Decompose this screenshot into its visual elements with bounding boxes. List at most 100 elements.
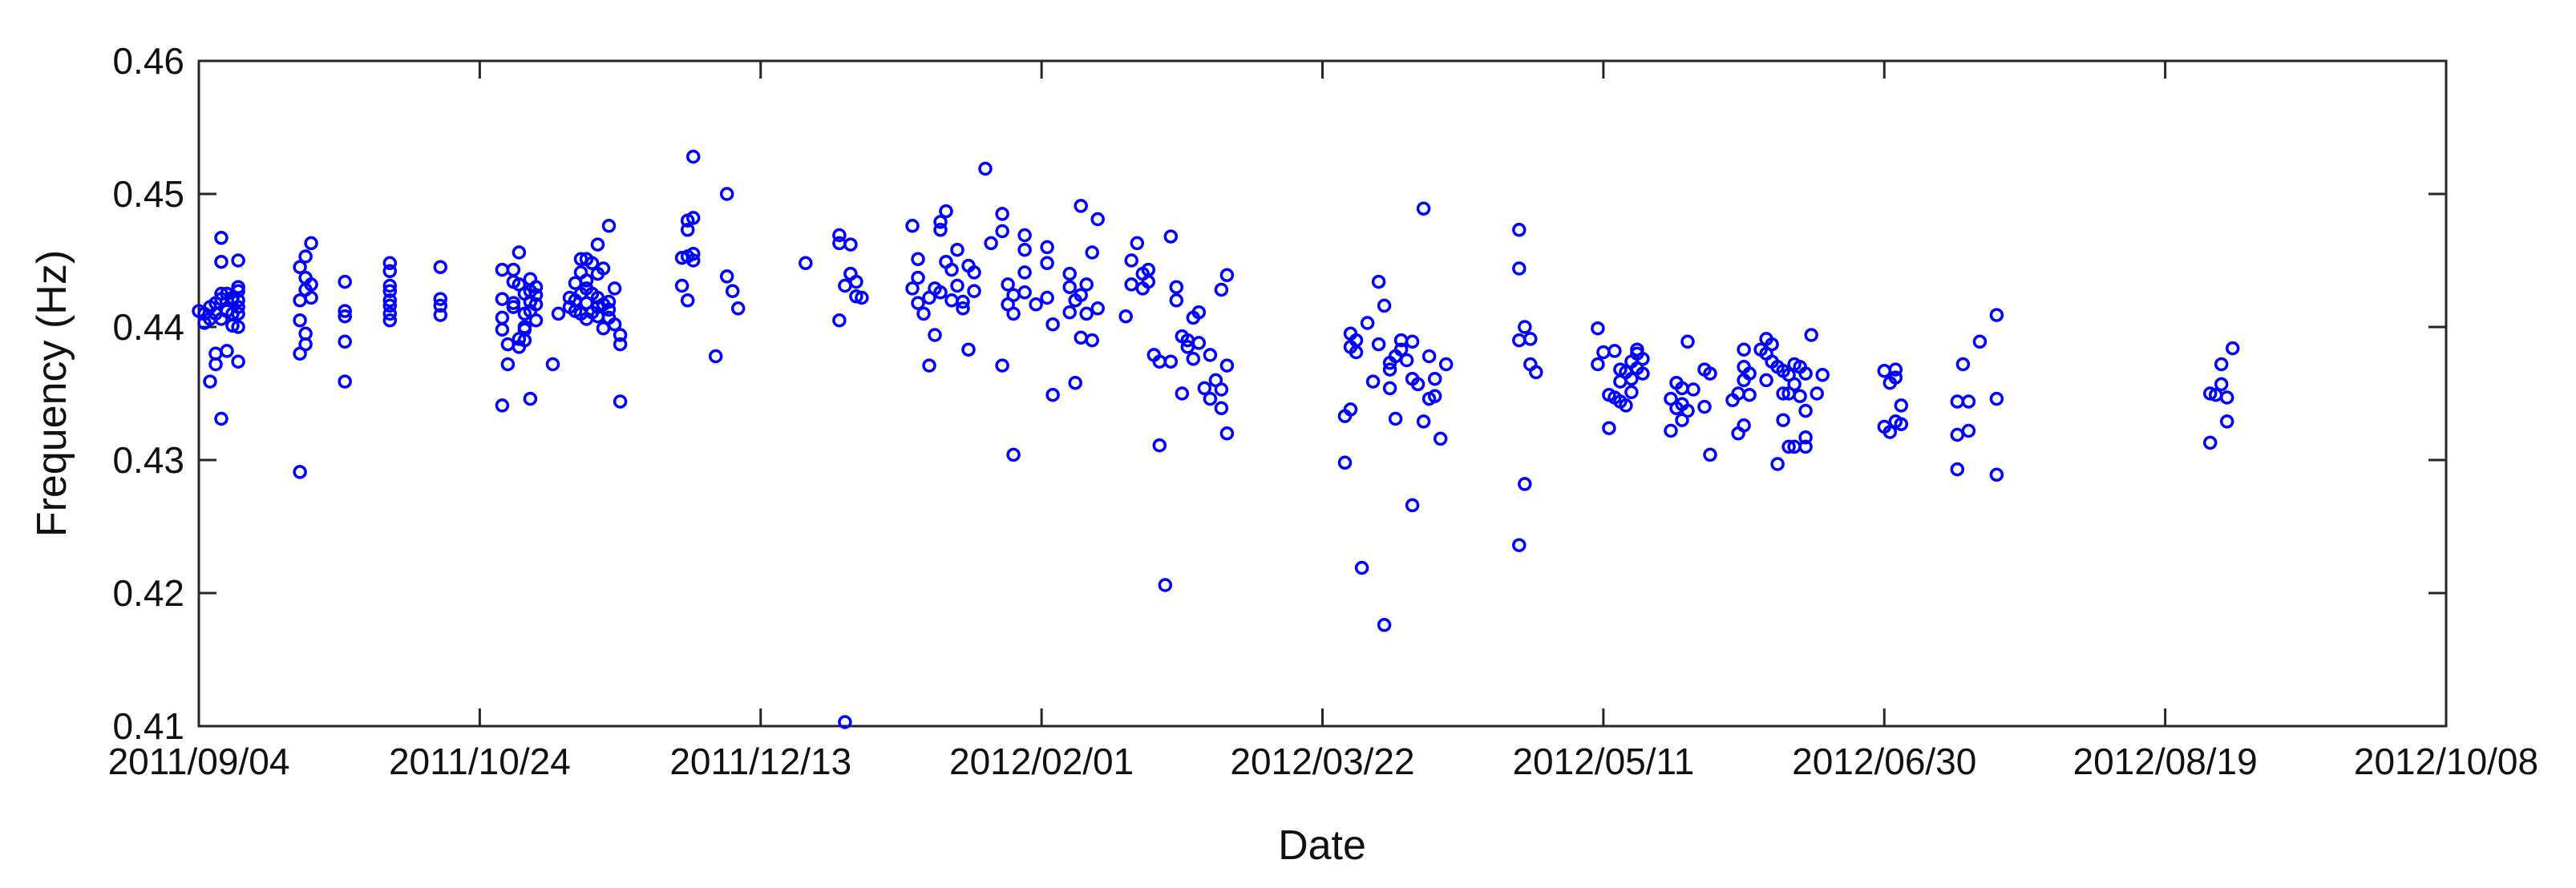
data-point: [1703, 447, 1717, 462]
data-point: [1523, 332, 1538, 346]
data-point: [596, 261, 611, 276]
data-point: [1090, 212, 1105, 227]
data-point: [1518, 320, 1532, 334]
data-point: [1141, 274, 1156, 289]
data-point: [1742, 366, 1757, 381]
data-point: [939, 204, 953, 219]
data-point: [293, 465, 307, 479]
data-point: [214, 411, 228, 426]
data-point: [1006, 447, 1021, 462]
data-point: [928, 328, 942, 342]
data-point: [849, 274, 863, 289]
data-point: [1776, 386, 1790, 401]
data-point: [1040, 240, 1054, 255]
data-point: [1888, 362, 1903, 377]
data-point: [382, 284, 398, 298]
data-point: [1602, 421, 1616, 435]
data-point: [2219, 414, 2234, 429]
data-points: [192, 149, 2240, 729]
data-point: [1680, 403, 1695, 418]
data-point: [984, 236, 998, 251]
data-point: [523, 391, 538, 406]
data-point: [2202, 435, 2218, 450]
data-point: [528, 297, 544, 312]
data-point: [1191, 336, 1207, 350]
data-point: [1607, 344, 1622, 358]
data-point: [1624, 385, 1639, 400]
data-point: [382, 256, 398, 271]
data-point: [1085, 245, 1099, 260]
x-tick-label: 2012/05/11: [1512, 741, 1694, 782]
data-point: [1354, 560, 1369, 575]
data-point: [214, 254, 228, 269]
data-point: [1197, 381, 1212, 396]
data-point: [685, 253, 701, 268]
data-point: [725, 284, 740, 298]
data-point: [1798, 430, 1813, 445]
data-point: [1989, 467, 2004, 482]
data-point: [495, 398, 510, 413]
data-point: [1894, 398, 1909, 413]
data-point: [517, 320, 532, 334]
data-point: [1888, 370, 1903, 385]
data-point: [1163, 229, 1179, 244]
data-point: [382, 306, 398, 321]
data-point: [495, 322, 510, 337]
data-point: [1219, 358, 1235, 373]
data-point: [231, 300, 245, 314]
data-point: [1703, 366, 1717, 381]
data-point: [1636, 366, 1650, 381]
data-point: [843, 237, 858, 252]
x-tick-label: 2011/09/04: [108, 741, 290, 782]
data-point: [1804, 328, 1818, 342]
data-point: [433, 298, 448, 313]
data-point: [1006, 306, 1021, 321]
data-point: [1433, 431, 1448, 446]
data-point: [293, 313, 307, 328]
data-point: [1737, 418, 1751, 433]
data-point: [584, 256, 600, 271]
x-tick-label: 2012/03/22: [1230, 741, 1414, 782]
data-point: [1040, 256, 1054, 271]
data-point: [905, 281, 920, 296]
data-point: [1815, 368, 1830, 382]
data-point: [1214, 282, 1229, 297]
data-point: [382, 264, 398, 279]
data-point: [911, 296, 925, 310]
x-tick-label: 2011/12/13: [669, 741, 851, 782]
data-point: [338, 334, 352, 349]
data-point: [674, 278, 689, 293]
data-point: [944, 262, 959, 277]
x-tick-label: 2012/06/30: [1792, 741, 1976, 782]
data-point: [382, 298, 398, 313]
plot-area-frame: [197, 59, 2448, 728]
data-point: [1512, 538, 1527, 552]
data-point: [601, 294, 617, 309]
data-point: [2219, 390, 2234, 405]
data-point: [1371, 274, 1386, 289]
data-point: [231, 306, 245, 321]
data-point: [1961, 394, 1976, 409]
data-point: [338, 304, 352, 318]
data-point: [2214, 357, 2229, 372]
data-point: [607, 317, 622, 332]
data-point: [528, 288, 544, 302]
data-point: [922, 358, 936, 373]
data-point: [1382, 381, 1397, 396]
data-point: [933, 285, 948, 300]
data-point: [1090, 301, 1105, 316]
data-point: [1191, 305, 1207, 320]
data-point: [601, 219, 617, 233]
data-point: [911, 270, 925, 285]
data-point: [1955, 357, 1971, 372]
data-point: [838, 715, 852, 729]
data-point: [1219, 268, 1235, 283]
x-tick-label: 2012/02/01: [949, 741, 1134, 782]
data-point: [512, 245, 527, 260]
data-point: [1776, 413, 1790, 427]
data-point: [950, 278, 964, 293]
y-tick-label: 0.42: [112, 572, 184, 614]
x-tick-label: 2011/10/24: [389, 741, 571, 782]
data-point: [203, 374, 217, 389]
data-point: [528, 280, 544, 294]
